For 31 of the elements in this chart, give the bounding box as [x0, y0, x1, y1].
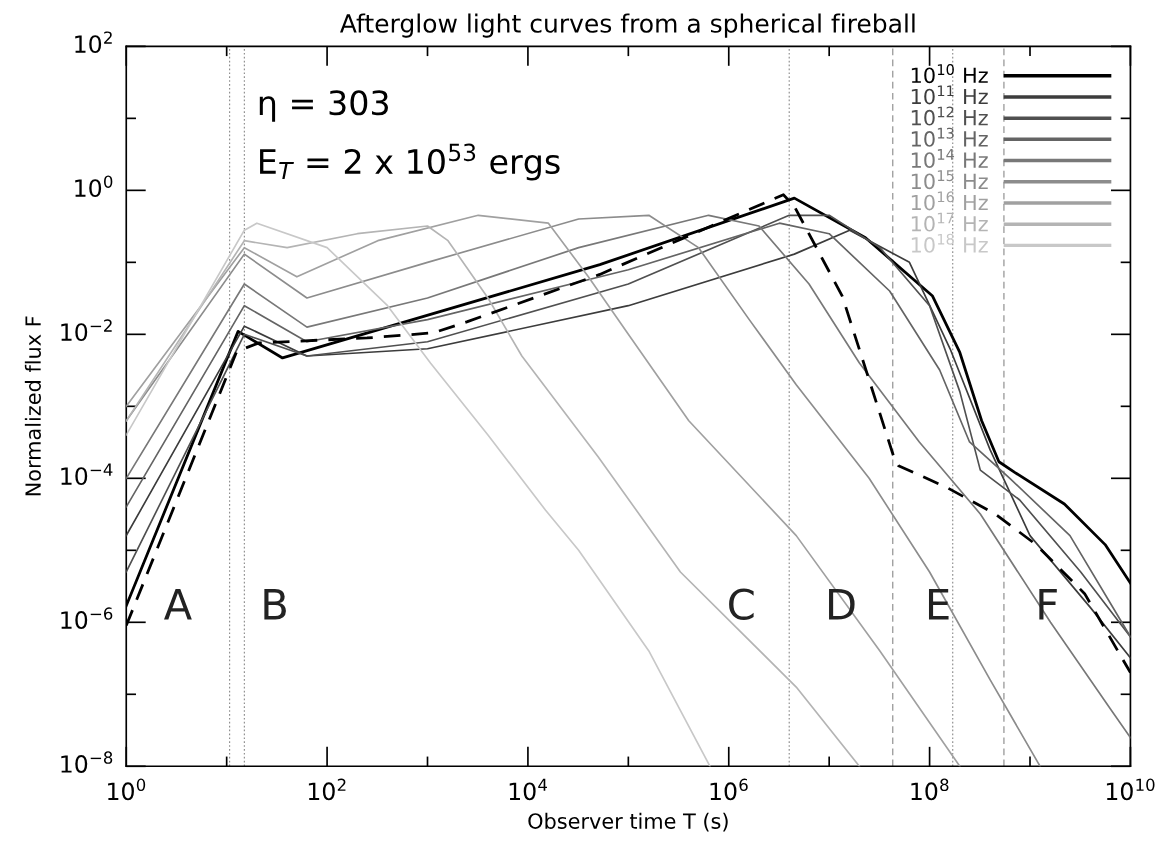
x-tick-label: 10$^{8}$ [911, 778, 949, 801]
text: 10$^{16}$ Hz [911, 191, 988, 211]
y-tick-label: 10$^{−4}$ [61, 463, 113, 486]
y-axis-title: Normalized flux F [24, 316, 41, 496]
legend-label: 10$^{10}$ Hz [911, 64, 988, 84]
text: 10$^{15}$ Hz [911, 170, 988, 190]
x-tick-label: 10$^{2}$ [308, 778, 346, 801]
annotation: C [729, 588, 754, 620]
annotation: E [928, 589, 949, 620]
x-tick-label: 10$^{0}$ [108, 778, 146, 801]
text: 10$^{17}$ Hz [911, 212, 988, 232]
x-tick-label: 10$^{10}$ [1106, 778, 1155, 801]
annotation: η = 303 [259, 90, 388, 122]
x-tick-label: 10$^{4}$ [509, 778, 547, 801]
x-axis-title: Observer time T (s) [528, 812, 728, 832]
annotation: E$_{T}$ = 2 x 10$^{53}$ ergs [260, 143, 560, 181]
text: 10$^{12}$ Hz [911, 106, 988, 126]
x-tick-label: 10$^{6}$ [710, 778, 748, 801]
text: 10$^{14}$ Hz [911, 149, 988, 168]
text: 10$^{13}$ Hz [911, 127, 988, 147]
annotation: D [829, 589, 855, 620]
y-tick-label: 10$^{2}$ [75, 31, 112, 54]
annotation: F [1039, 589, 1057, 620]
chart-title: Afterglow light curves from a spherical fireball [340, 13, 915, 38]
y-tick-label: 10$^{−6}$ [61, 607, 113, 629]
annotation: A [164, 589, 192, 620]
annotation: B [264, 589, 286, 620]
y-tick-label: 10$^{−2}$ [61, 319, 112, 341]
y-tick-label: 10$^{0}$ [75, 175, 113, 198]
y-tick-label: 10$^{−8}$ [61, 751, 113, 773]
text: 10$^{11}$ Hz [911, 85, 988, 105]
